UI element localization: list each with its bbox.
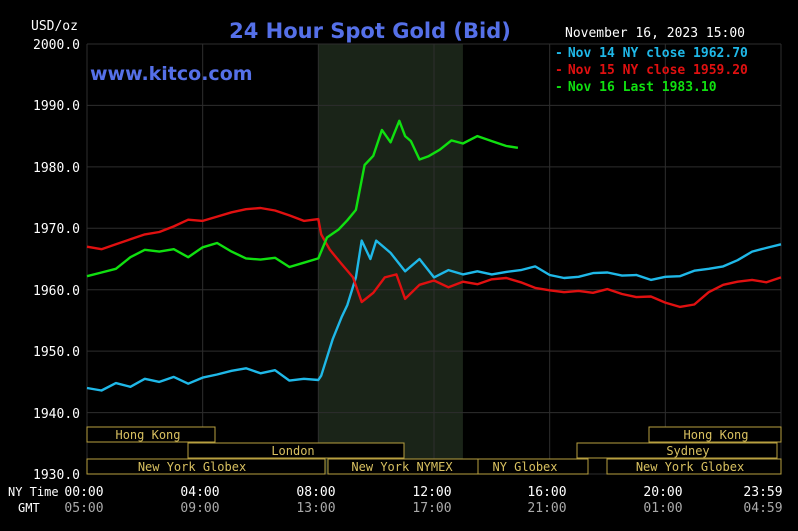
- ny-tick: 00:00: [64, 485, 103, 500]
- nymex-highlight: [318, 44, 463, 474]
- series-group: [86, 119, 782, 392]
- session-box-sydney: [576, 442, 778, 459]
- gmt-tick: 01:00: [643, 501, 682, 516]
- session-box-ny-globex-3: [606, 458, 782, 475]
- series-line-1: [86, 206, 782, 309]
- y-tick-label: 1950.0: [33, 345, 80, 360]
- ny-tick: 04:00: [180, 485, 219, 500]
- units-label: USD/oz: [31, 19, 78, 34]
- y-tick-label: 1930.0: [33, 468, 80, 483]
- gmt-tick: 17:00: [412, 501, 451, 516]
- y-tick-label: 1980.0: [33, 161, 80, 176]
- session-ny-globex-3: New York Globex: [636, 460, 744, 474]
- x-axis: NY Time GMT 00:00 04:00 08:00 12:00 16:0…: [8, 485, 783, 516]
- session-london: London: [271, 444, 314, 458]
- series-line-0: [86, 239, 782, 392]
- watermark: www.kitco.com: [90, 63, 253, 85]
- ny-tick: 16:00: [527, 485, 566, 500]
- session-boxes: [86, 426, 782, 475]
- session-ny-globex-1: New York Globex: [138, 460, 246, 474]
- session-hong-kong-1: Hong Kong: [115, 428, 180, 442]
- y-axis: 2000.0 1990.0 1980.0 1970.0 1960.0 1950.…: [33, 38, 80, 483]
- session-box-london: [187, 442, 405, 459]
- series-line-2: [86, 119, 519, 278]
- session-box-ny-globex-2: [477, 458, 589, 475]
- y-tick-label: 1960.0: [33, 284, 80, 299]
- legend-item-nov15: - Nov 15 NY close 1959.20: [555, 63, 748, 78]
- session-box-hong-kong-1: [86, 426, 216, 443]
- datetime-label: November 16, 2023 15:00: [565, 26, 745, 41]
- ny-time-label: NY Time: [8, 485, 59, 499]
- ny-tick: 23:59: [743, 485, 782, 500]
- gmt-tick: 09:00: [180, 501, 219, 516]
- legend-item-nov16: - Nov 16 Last 1983.10: [555, 80, 717, 95]
- y-tick-label: 1990.0: [33, 99, 80, 114]
- ny-tick: 08:00: [296, 485, 335, 500]
- gmt-tick: 21:00: [527, 501, 566, 516]
- session-labels: Hong Kong London New York Globex New Yor…: [115, 428, 748, 474]
- y-tick-label: 2000.0: [33, 38, 80, 53]
- session-ny-globex-2: NY Globex: [492, 460, 557, 474]
- ny-tick: 12:00: [412, 485, 451, 500]
- y-tick-label: 1940.0: [33, 407, 80, 422]
- ny-tick: 20:00: [643, 485, 682, 500]
- session-hong-kong-2: Hong Kong: [683, 428, 748, 442]
- legend: - Nov 14 NY close 1962.70 - Nov 15 NY clos…: [555, 46, 748, 95]
- gmt-tick: 13:00: [296, 501, 335, 516]
- legend-item-nov14: - Nov 14 NY close 1962.70: [555, 46, 748, 61]
- session-box-hong-kong-2: [648, 426, 782, 443]
- y-tick-label: 1970.0: [33, 222, 80, 237]
- session-sydney: Sydney: [666, 444, 709, 458]
- session-box-ny-globex-1: [86, 458, 326, 475]
- session-ny-nymex: New York NYMEX: [351, 460, 453, 474]
- chart-title: 24 Hour Spot Gold (Bid): [229, 19, 511, 43]
- gmt-label: GMT: [18, 501, 40, 515]
- gmt-tick: 05:00: [64, 501, 103, 516]
- gmt-tick: 04:59: [743, 501, 782, 516]
